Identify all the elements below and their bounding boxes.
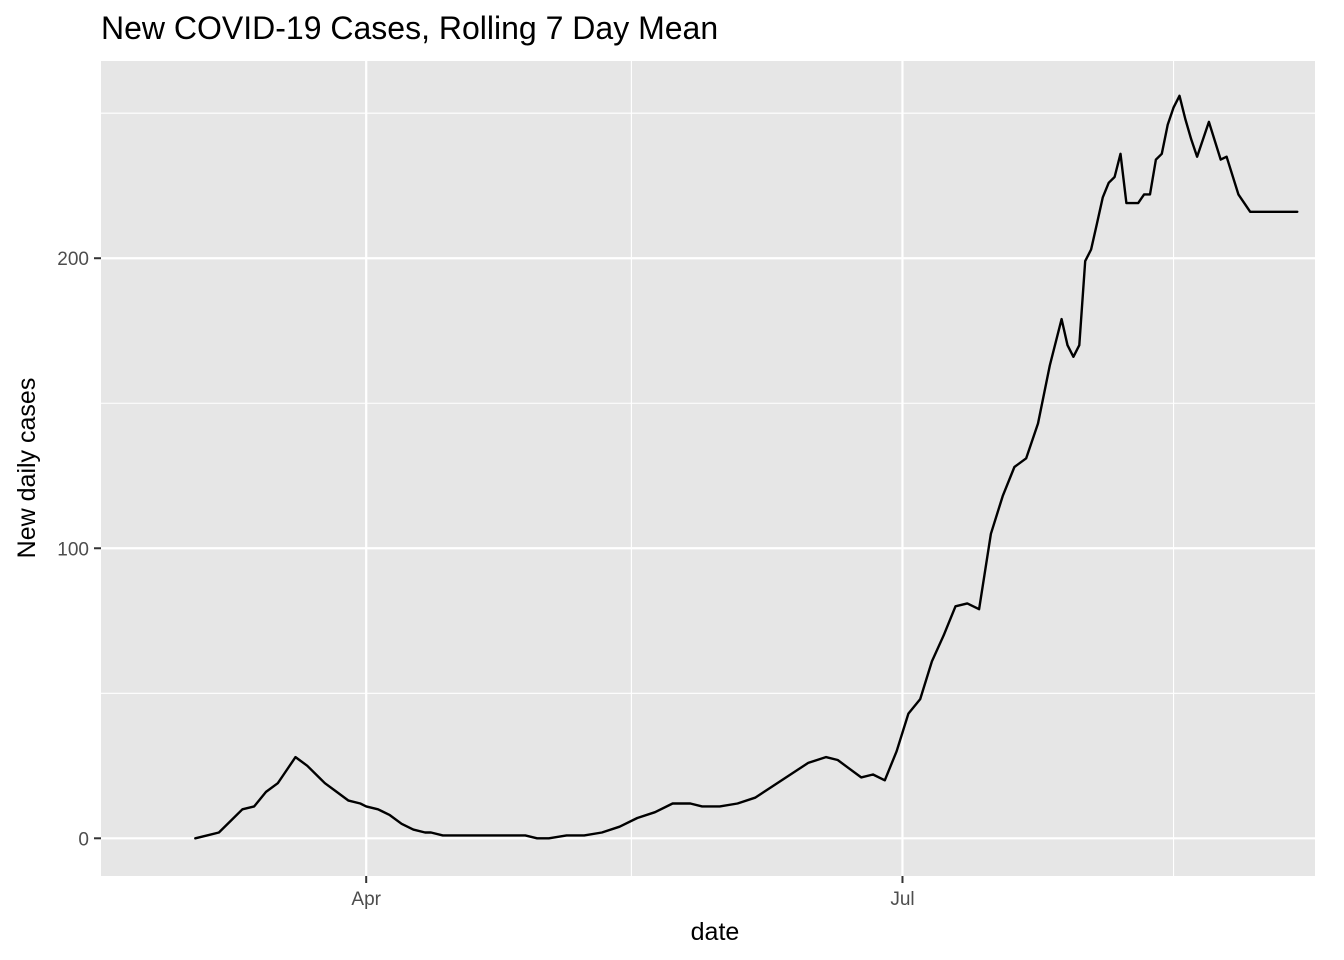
major-gridlines: [101, 61, 1315, 876]
y-tick-label-1: 100: [57, 539, 89, 560]
x-axis-title: date: [691, 918, 740, 946]
x-tick-label-1: Jul: [890, 889, 914, 910]
y-tick-label-2: 200: [57, 249, 89, 270]
chart-title: New COVID-19 Cases, Rolling 7 Day Mean: [101, 10, 718, 46]
x-axis: Apr Jul: [351, 876, 915, 910]
series-line: [194, 94, 1299, 840]
y-axis: 0 100 200: [57, 249, 101, 850]
minor-gridlines: [101, 61, 1315, 876]
plot-panel: [101, 61, 1315, 876]
x-tick-label-0: Apr: [351, 889, 381, 910]
y-axis-title: New daily cases: [13, 378, 41, 559]
y-tick-label-0: 0: [78, 829, 89, 850]
